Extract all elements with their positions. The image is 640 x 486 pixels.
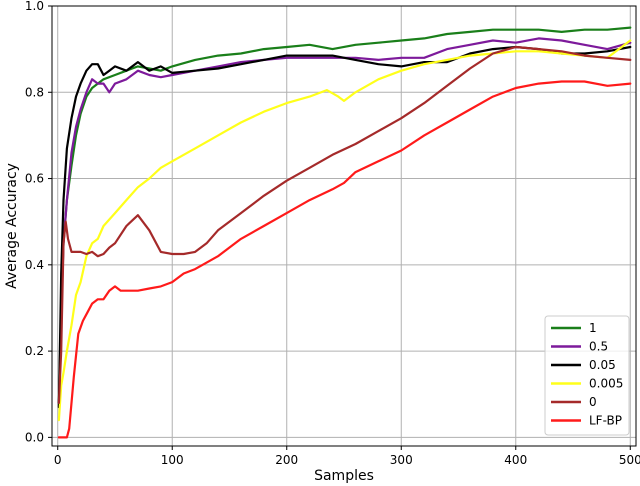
legend: 1 0.5 0.05 0.005 0 LF-BP	[544, 315, 630, 436]
y-tick-label: 1.0	[25, 0, 44, 13]
x-axis-title: Samples	[314, 468, 374, 484]
x-tick-label: 500	[619, 453, 640, 467]
legend-label: 1	[589, 321, 597, 335]
series-line-lf-bp	[57, 80, 632, 439]
x-tick-label: 200	[275, 453, 298, 467]
series-line-0-005	[57, 39, 632, 422]
legend-label: LF-BP	[589, 414, 622, 428]
y-tick-label: 0.2	[25, 344, 44, 358]
series-line-1	[57, 26, 632, 404]
legend-label: 0.5	[589, 340, 608, 354]
x-tick-label: 400	[504, 453, 527, 467]
legend-label: 0.005	[589, 377, 623, 391]
x-tick-label: 0	[54, 453, 62, 467]
y-axis-title: Average Accuracy	[4, 163, 20, 289]
legend-label: 0	[589, 395, 597, 409]
y-tick-label: 0.0	[25, 430, 44, 444]
series-line-0-05	[57, 45, 632, 409]
y-tick-label: 0.8	[25, 85, 44, 99]
legend-label: 0.05	[589, 358, 616, 372]
y-tick-label: 0.6	[25, 172, 44, 186]
x-tick-label: 100	[161, 453, 184, 467]
series-layer	[57, 26, 632, 439]
y-tick-label: 0.4	[25, 258, 44, 272]
x-tick-label: 300	[390, 453, 413, 467]
tick-layer: 0 100 200 300 400 500 0.0 0.2 0.4 0.6 0.8 1.0	[25, 0, 640, 467]
series-line-0	[57, 45, 632, 404]
plot-frame	[51, 5, 637, 447]
